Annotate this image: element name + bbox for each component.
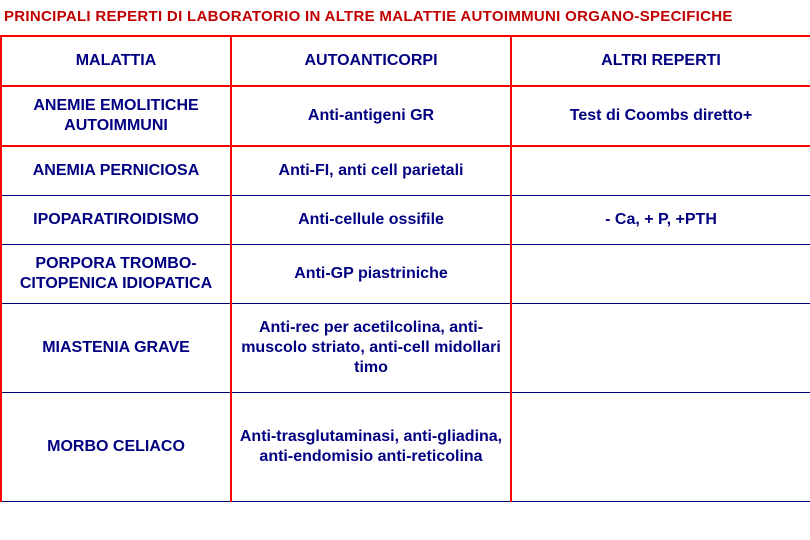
disease-cell: PORPORA TROMBO- CITOPENICA IDIOPATICA — [1, 245, 231, 304]
col-header-malattia: MALATTIA — [1, 36, 231, 86]
table-row: MORBO CELIACO Anti-trasglutaminasi, anti… — [1, 393, 810, 502]
col-header-altri-reperti: ALTRI REPERTI — [511, 36, 810, 86]
page-title: PRINCIPALI REPERTI DI LABORATORIO IN ALT… — [0, 0, 810, 35]
table-row: MIASTENIA GRAVE Anti-rec per acetilcolin… — [1, 304, 810, 393]
autoantibodies-cell: Anti-antigeni GR — [231, 86, 511, 146]
autoantibodies-cell: Anti-rec per acetilcolina, anti-muscolo … — [231, 304, 511, 393]
table-row: PORPORA TROMBO- CITOPENICA IDIOPATICA An… — [1, 245, 810, 304]
disease-cell: ANEMIE EMOLITICHE AUTOIMMUNI — [1, 86, 231, 146]
table-row: IPOPARATIROIDISMO Anti-cellule ossifile … — [1, 196, 810, 245]
findings-cell: - Ca, + P, +PTH — [511, 196, 810, 245]
autoantibodies-cell: Anti-cellule ossifile — [231, 196, 511, 245]
findings-cell — [511, 245, 810, 304]
disease-cell: MORBO CELIACO — [1, 393, 231, 502]
table-header-row: MALATTIA AUTOANTICORPI ALTRI REPERTI — [1, 36, 810, 86]
autoantibodies-cell: Anti-GP piastriniche — [231, 245, 511, 304]
findings-cell — [511, 393, 810, 502]
findings-cell — [511, 146, 810, 196]
findings-cell: Test di Coombs diretto+ — [511, 86, 810, 146]
disease-cell: IPOPARATIROIDISMO — [1, 196, 231, 245]
disease-cell: ANEMIA PERNICIOSA — [1, 146, 231, 196]
autoantibodies-cell: Anti-trasglutaminasi, anti-gliadina, ant… — [231, 393, 511, 502]
disease-cell: MIASTENIA GRAVE — [1, 304, 231, 393]
findings-cell — [511, 304, 810, 393]
table-row: ANEMIE EMOLITICHE AUTOIMMUNI Anti-antige… — [1, 86, 810, 146]
lab-findings-table: MALATTIA AUTOANTICORPI ALTRI REPERTI ANE… — [0, 35, 810, 502]
table-row: ANEMIA PERNICIOSA Anti-FI, anti cell par… — [1, 146, 810, 196]
col-header-autoanticorpi: AUTOANTICORPI — [231, 36, 511, 86]
autoantibodies-cell: Anti-FI, anti cell parietali — [231, 146, 511, 196]
